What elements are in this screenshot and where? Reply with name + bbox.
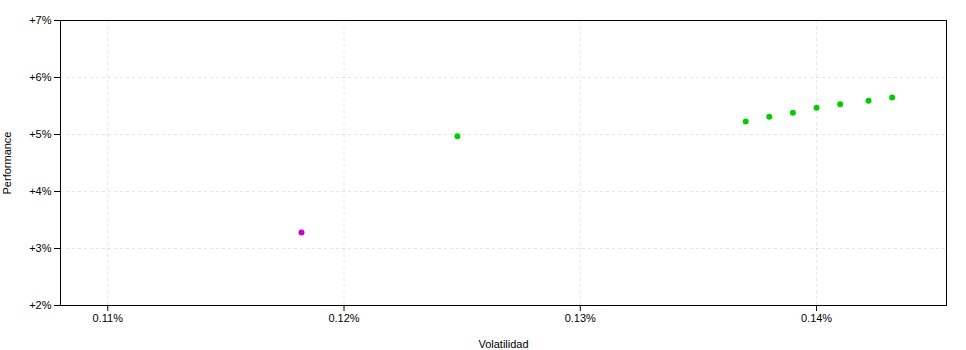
svg-text:0.13%: 0.13% [565, 312, 596, 324]
svg-text:0.12%: 0.12% [328, 312, 359, 324]
svg-text:+3%: +3% [29, 242, 52, 254]
svg-text:0.14%: 0.14% [801, 312, 832, 324]
svg-text:+6%: +6% [29, 71, 52, 83]
svg-text:+7%: +7% [29, 14, 52, 26]
svg-text:+4%: +4% [29, 185, 52, 197]
svg-text:+5%: +5% [29, 128, 52, 140]
svg-text:+2%: +2% [29, 299, 52, 311]
svg-text:Volatilidad: Volatilidad [478, 338, 528, 350]
svg-text:0.11%: 0.11% [93, 312, 124, 324]
svg-text:Performance: Performance [1, 132, 13, 195]
